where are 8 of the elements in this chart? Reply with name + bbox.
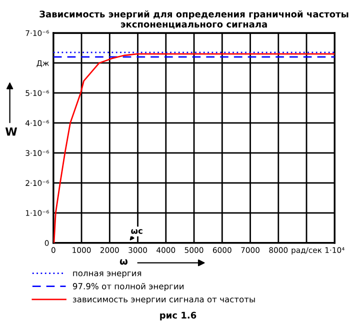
x-axis-title: ω <box>120 259 128 265</box>
legend-label: зависимость энергии сигнала от частоты <box>72 298 255 304</box>
annotation: ωc <box>131 229 142 234</box>
chart-title: Зависимость энергий для определения граничной частоты экспоненциального сигнала <box>40 10 348 29</box>
legend-label: 97.9% от полной энергии <box>72 282 184 291</box>
text: рис 1.6 <box>160 312 196 320</box>
legend-label: полная энергия <box>73 272 142 278</box>
y-axis-title: W <box>5 128 18 136</box>
